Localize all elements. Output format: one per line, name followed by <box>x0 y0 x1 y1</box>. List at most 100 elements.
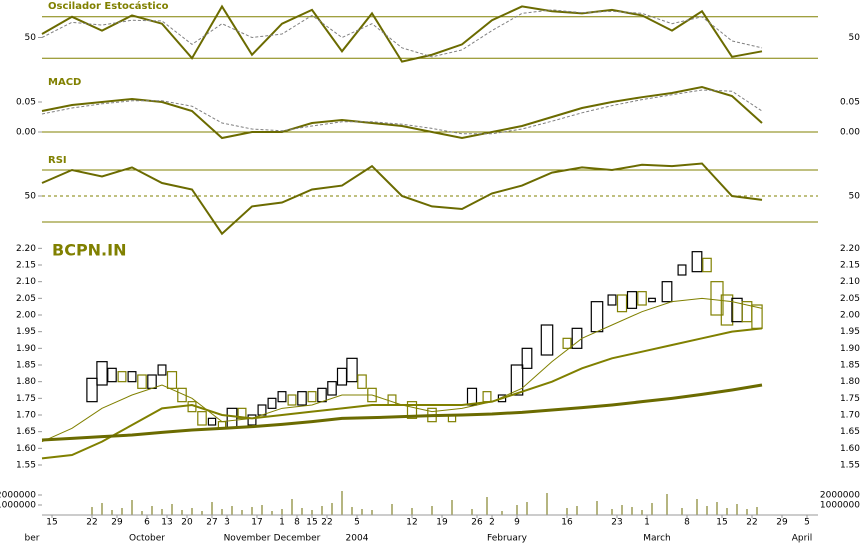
candle-body <box>691 251 703 273</box>
x-tick-label: 17 <box>251 518 262 528</box>
volume-bar <box>696 499 698 515</box>
y-tick-label-right: 1.85 <box>840 361 860 371</box>
candle-body <box>607 294 617 306</box>
y-tick-label: 0.00 <box>16 128 36 138</box>
y-tick-label: 1.85 <box>16 361 36 371</box>
x-tick-label: 12 <box>406 518 417 528</box>
volume-bar <box>746 509 748 515</box>
x-tick-label: 9 <box>514 518 520 528</box>
x-tick-label: 15 <box>306 518 317 528</box>
chart-title: BCPN.IN <box>52 241 126 260</box>
candle-body <box>277 391 287 403</box>
series-line <box>41 327 763 460</box>
volume-bar <box>361 509 363 515</box>
volume-bar <box>311 510 313 515</box>
candle-body <box>86 377 98 403</box>
volume-bar <box>121 508 123 515</box>
x-tick-label: 8 <box>684 518 690 528</box>
y-tick-label: 50 <box>25 192 37 202</box>
x-tick-label: 1 <box>279 518 285 528</box>
x-tick-label: 16 <box>561 518 573 528</box>
month-label: 2004 <box>346 534 369 544</box>
candle-body <box>677 264 687 276</box>
candle-body <box>406 401 418 419</box>
candle-body <box>297 391 307 406</box>
volume-bar <box>181 510 183 515</box>
candle-body <box>466 387 478 406</box>
x-tick-label: 1 <box>644 518 650 528</box>
candle-body <box>357 374 367 389</box>
volume-bar <box>151 506 153 515</box>
volume-bar <box>281 509 283 515</box>
y-tick-label-right: 1.55 <box>840 461 860 471</box>
volume-bar <box>341 491 343 515</box>
volume-bar <box>756 507 758 515</box>
x-tick-label: 5 <box>804 518 810 528</box>
volume-bar <box>726 508 728 515</box>
candle-body <box>661 281 673 303</box>
month-label: March <box>643 534 670 544</box>
x-tick-label: 3 <box>224 518 230 528</box>
candle-body <box>177 387 187 403</box>
volume-bar <box>191 508 193 515</box>
x-tick-label: 15 <box>716 518 727 528</box>
candle-body <box>710 281 724 316</box>
volume-bar <box>666 494 668 515</box>
y-tick-label-right: 50 <box>849 33 861 43</box>
y-tick-label-right: 2.20 <box>840 244 860 254</box>
candle-body <box>117 371 127 383</box>
series-line <box>41 383 763 442</box>
y-tick-label-right: 1.60 <box>840 444 860 454</box>
series-line <box>41 85 763 140</box>
volume-bar <box>391 504 393 515</box>
candle-body <box>637 291 647 306</box>
month-label: December <box>274 534 321 544</box>
x-tick-label: 22 <box>746 518 757 528</box>
y-tick-label: 1.65 <box>16 427 36 437</box>
volume-bar <box>301 508 303 515</box>
y-tick-label-right: 1.70 <box>840 411 860 421</box>
volume-bar <box>261 505 263 515</box>
volume-bar <box>201 511 203 515</box>
panel-title: Oscilador Estocástico <box>48 0 169 12</box>
y-tick-label-right: 2000000 <box>820 491 860 501</box>
y-tick-label: 1.60 <box>16 444 36 454</box>
candle-body <box>307 391 317 403</box>
x-tick-label: 23 <box>611 518 622 528</box>
month-label: ber <box>25 534 40 544</box>
volume-bar <box>706 506 708 515</box>
volume-bar <box>451 500 453 515</box>
series-line <box>41 89 763 135</box>
candle-body <box>267 397 277 409</box>
y-tick-label-right: 1.90 <box>840 344 860 354</box>
y-tick-label-right: 1.80 <box>840 377 860 387</box>
y-tick-label-right: 2.15 <box>840 261 860 271</box>
candle-body <box>648 297 656 303</box>
y-tick-label: 1.70 <box>16 411 36 421</box>
candle-body <box>720 294 734 326</box>
candle-body <box>96 361 108 386</box>
candle-body <box>166 371 178 389</box>
x-tick-label: 6 <box>144 518 150 528</box>
volume-bar <box>91 507 93 515</box>
volume-bar <box>291 499 293 515</box>
x-tick-label: 22 <box>86 518 97 528</box>
y-tick-label-right: 2.10 <box>840 277 860 287</box>
volume-bar <box>161 509 163 515</box>
y-tick-label-right: 2.00 <box>840 311 860 321</box>
volume-bar <box>596 501 598 515</box>
volume-bar <box>251 507 253 515</box>
y-tick-label: 2.20 <box>16 244 36 254</box>
volume-bar <box>471 509 473 515</box>
volume-bar <box>681 508 683 515</box>
x-tick-label: 15 <box>46 518 57 528</box>
month-label: October <box>129 534 165 544</box>
volume-bar <box>621 505 623 515</box>
candle-body <box>107 367 117 383</box>
series-line <box>41 4 763 63</box>
volume-bar <box>631 507 633 515</box>
volume-bar <box>611 509 613 515</box>
candle-body <box>327 381 337 396</box>
volume-bar <box>516 505 518 515</box>
